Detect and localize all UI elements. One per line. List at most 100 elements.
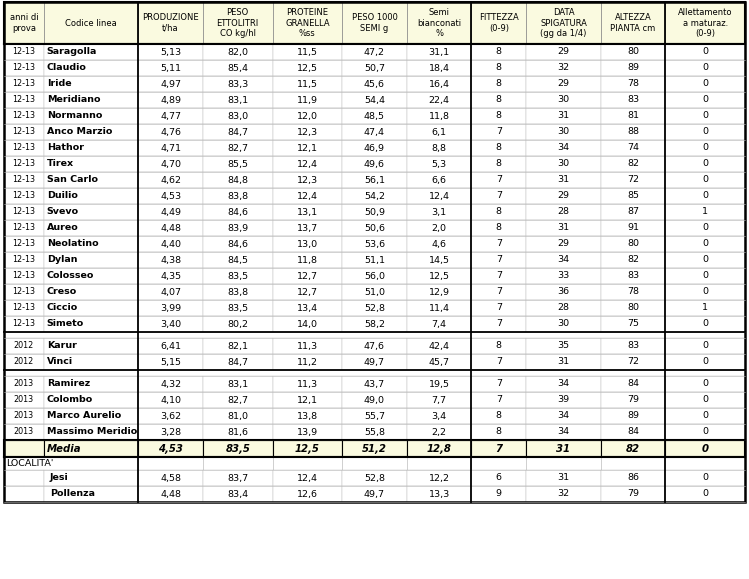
Text: Saragolla: Saragolla xyxy=(46,47,97,57)
Bar xyxy=(4,440,745,457)
Text: 82,1: 82,1 xyxy=(227,342,248,350)
Bar xyxy=(273,76,342,92)
Text: 11,5: 11,5 xyxy=(297,79,318,89)
Text: 50,9: 50,9 xyxy=(364,207,385,217)
Bar xyxy=(43,370,139,376)
Text: 54,2: 54,2 xyxy=(364,192,385,200)
Text: 3,28: 3,28 xyxy=(160,427,181,437)
Text: Marco Aurelio: Marco Aurelio xyxy=(46,412,121,420)
Bar xyxy=(139,204,203,220)
Bar xyxy=(665,220,745,236)
Text: 82: 82 xyxy=(627,159,639,168)
Text: 7: 7 xyxy=(495,444,503,453)
Bar xyxy=(601,316,665,332)
Text: Iride: Iride xyxy=(46,79,71,89)
Bar xyxy=(407,44,471,60)
Bar xyxy=(43,60,139,76)
Bar xyxy=(273,220,342,236)
Bar xyxy=(4,470,43,486)
Text: 58,2: 58,2 xyxy=(364,320,385,328)
Text: 84,8: 84,8 xyxy=(227,175,248,185)
Bar xyxy=(665,470,745,486)
Text: 4,10: 4,10 xyxy=(160,395,181,405)
Bar xyxy=(139,486,203,502)
Text: 84: 84 xyxy=(627,379,639,389)
Bar xyxy=(273,44,342,60)
Bar xyxy=(665,140,745,156)
Bar xyxy=(601,236,665,252)
Text: 85,4: 85,4 xyxy=(227,64,248,72)
Bar xyxy=(407,300,471,316)
Bar xyxy=(407,338,471,354)
Bar xyxy=(471,188,527,204)
Bar xyxy=(407,316,471,332)
Bar xyxy=(4,188,43,204)
Bar xyxy=(665,92,745,108)
Bar xyxy=(527,470,601,486)
Bar xyxy=(4,60,43,76)
Bar xyxy=(471,486,527,502)
Bar xyxy=(601,376,665,392)
Bar xyxy=(527,300,601,316)
Bar xyxy=(139,338,203,354)
Text: 0: 0 xyxy=(703,412,709,420)
Text: Ramirez: Ramirez xyxy=(46,379,90,389)
Bar xyxy=(527,220,601,236)
Bar xyxy=(407,284,471,300)
Text: 82,7: 82,7 xyxy=(227,144,248,152)
Bar xyxy=(139,457,203,470)
Text: 32: 32 xyxy=(557,64,569,72)
Bar xyxy=(601,2,665,44)
Bar xyxy=(203,268,273,284)
Bar xyxy=(527,156,601,172)
Bar xyxy=(407,486,471,502)
Text: 3,62: 3,62 xyxy=(160,412,181,420)
Text: 84,7: 84,7 xyxy=(227,127,248,137)
Text: 0: 0 xyxy=(703,379,709,389)
Bar xyxy=(203,486,273,502)
Bar xyxy=(4,440,43,457)
Text: 32: 32 xyxy=(557,489,569,499)
Text: 12-13: 12-13 xyxy=(13,320,35,328)
Text: 83,7: 83,7 xyxy=(227,474,249,482)
Bar xyxy=(407,268,471,284)
Bar xyxy=(139,156,203,172)
Text: 54,4: 54,4 xyxy=(364,96,385,104)
Text: 0: 0 xyxy=(703,342,709,350)
Text: 8: 8 xyxy=(496,223,502,233)
Bar xyxy=(601,92,665,108)
Text: 51,1: 51,1 xyxy=(364,255,385,265)
Text: Meridiano: Meridiano xyxy=(46,96,100,104)
Bar xyxy=(4,354,43,370)
Bar xyxy=(601,300,665,316)
Text: 83,3: 83,3 xyxy=(227,79,249,89)
Bar xyxy=(342,156,407,172)
Text: 12,9: 12,9 xyxy=(428,288,449,296)
Text: Ciccio: Ciccio xyxy=(46,303,78,313)
Bar xyxy=(407,124,471,140)
Text: 0: 0 xyxy=(703,320,709,328)
Text: 46,9: 46,9 xyxy=(364,144,385,152)
Text: 82,7: 82,7 xyxy=(227,395,248,405)
Bar xyxy=(471,172,527,188)
Bar xyxy=(665,172,745,188)
Text: 13,3: 13,3 xyxy=(428,489,450,499)
Text: 51,2: 51,2 xyxy=(362,444,387,453)
Bar xyxy=(407,354,471,370)
Bar xyxy=(203,220,273,236)
Text: 82: 82 xyxy=(626,444,640,453)
Bar xyxy=(273,268,342,284)
Text: 6,41: 6,41 xyxy=(160,342,181,350)
Bar xyxy=(43,188,139,204)
Text: 4,97: 4,97 xyxy=(160,79,181,89)
Text: 50,7: 50,7 xyxy=(364,64,385,72)
Bar xyxy=(4,284,43,300)
Text: 0: 0 xyxy=(703,159,709,168)
Text: 35: 35 xyxy=(557,342,569,350)
Bar xyxy=(407,332,471,338)
Bar xyxy=(4,2,745,44)
Text: 4,40: 4,40 xyxy=(160,240,181,248)
Bar xyxy=(665,76,745,92)
Text: 87: 87 xyxy=(627,207,639,217)
Text: 8: 8 xyxy=(496,144,502,152)
